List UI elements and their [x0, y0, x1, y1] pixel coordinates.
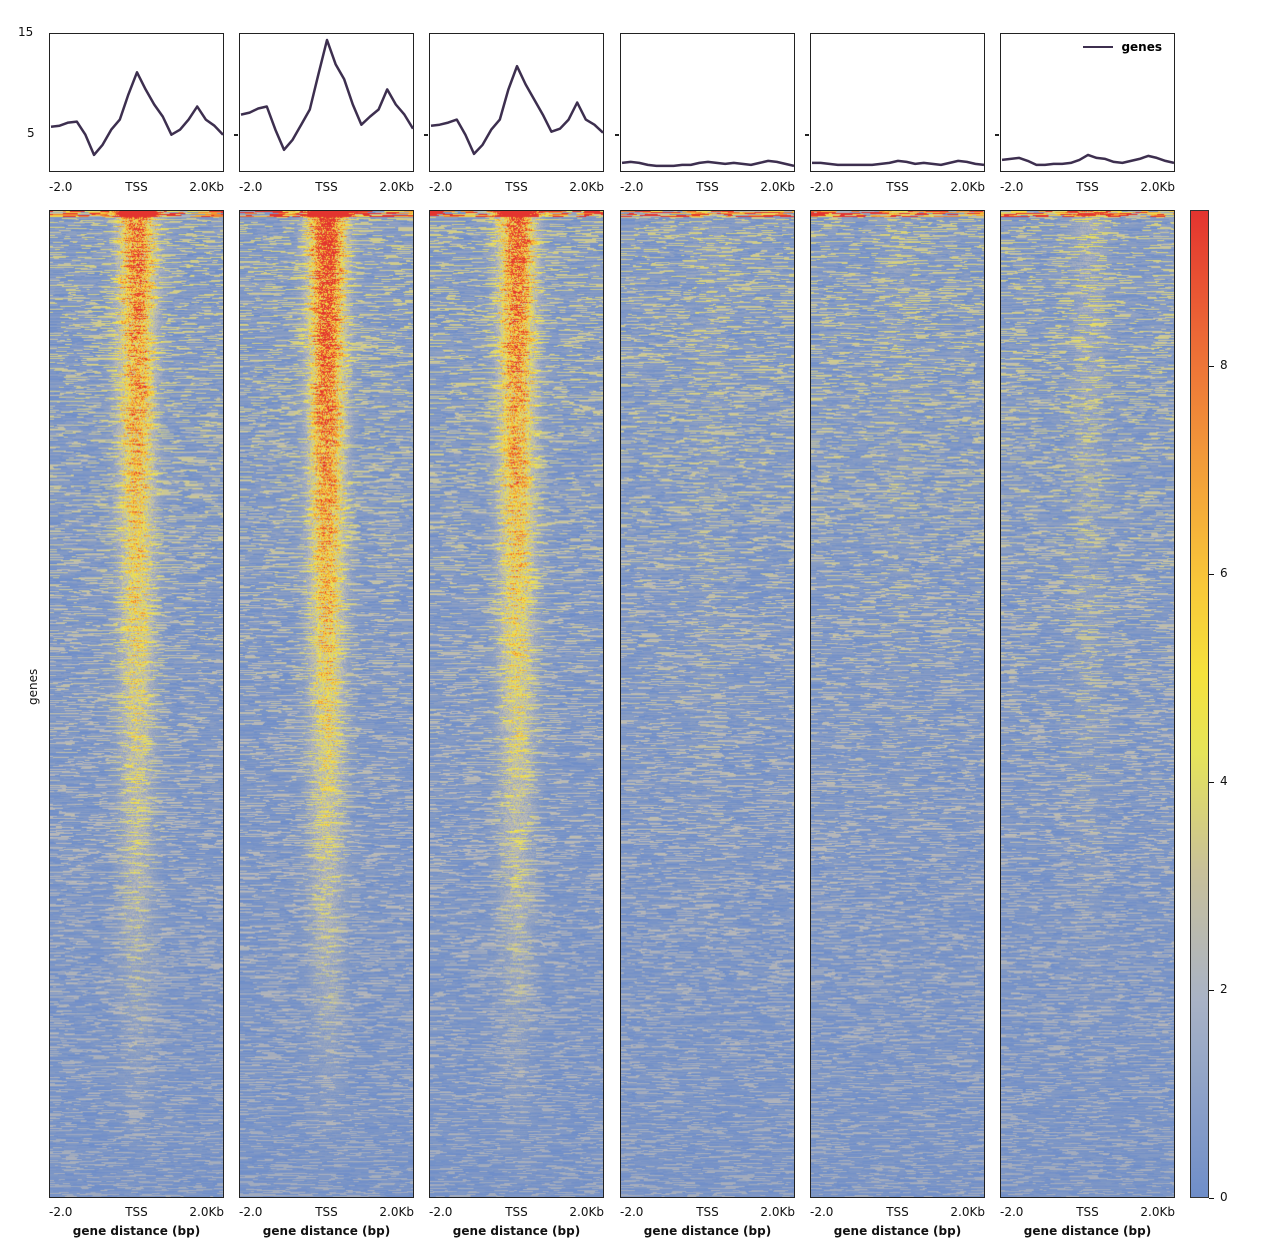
- heatmap-xlabel: gene distance (bp): [262, 1224, 391, 1238]
- legend-label: genes: [1121, 40, 1162, 54]
- profile-panel-5: [810, 33, 985, 172]
- profile-xtick: -2.0: [620, 180, 644, 194]
- heatmap-panel-3: [429, 210, 604, 1198]
- profile-xtick: 2.0Kb: [189, 180, 224, 194]
- heatmap-xtick: TSS: [505, 1205, 528, 1219]
- profile-line-sample4: [621, 159, 795, 168]
- colorbar-tick-mark: [1209, 574, 1214, 575]
- heatmap-xtick: -2.0: [810, 1205, 834, 1219]
- heatmap-xlabel: gene distance (bp): [72, 1224, 201, 1238]
- heatmap-panel-1: [49, 210, 224, 1198]
- legend-line-icon: [1083, 46, 1114, 48]
- heatmap-xtick: -2.0: [49, 1205, 73, 1219]
- profile-xtick: TSS: [1076, 180, 1099, 194]
- colorbar-tick-label: 8: [1220, 358, 1228, 372]
- heatmap-panel-5: [810, 210, 985, 1198]
- heatmap-xtick: -2.0: [239, 1205, 263, 1219]
- profile-xtick: -2.0: [810, 180, 834, 194]
- heatmap-cells: [811, 211, 984, 1197]
- heatmap-xtick: 2.0Kb: [379, 1205, 414, 1219]
- profile-ytick-15: 15: [18, 25, 34, 39]
- heatmap-xtick: -2.0: [620, 1205, 644, 1219]
- profile-panel-1: [49, 33, 224, 172]
- profile-ytick-mark: [234, 134, 238, 136]
- profile-xtick: -2.0: [1000, 180, 1024, 194]
- profile-panel-6: genes: [1000, 33, 1175, 172]
- profile-xtick: 2.0Kb: [950, 180, 985, 194]
- profile-panel-3: [429, 33, 604, 172]
- heatmap-xlabel: gene distance (bp): [643, 1224, 772, 1238]
- heatmap-xtick: 2.0Kb: [760, 1205, 795, 1219]
- profile-ytick-mark: [424, 134, 428, 136]
- colorbar-tick-mark: [1209, 366, 1214, 367]
- profile-xtick: TSS: [505, 180, 528, 194]
- colorbar-tick-label: 6: [1220, 566, 1228, 580]
- heatmap-xtick: 2.0Kb: [950, 1205, 985, 1219]
- profile-panel-4: [620, 33, 795, 172]
- heatmap-xtick: 2.0Kb: [1140, 1205, 1175, 1219]
- colorbar-tick-label: 0: [1220, 1190, 1228, 1204]
- heatmap-xtick: TSS: [125, 1205, 148, 1219]
- heatmap-panel-4: [620, 210, 795, 1198]
- heatmap-xtick: TSS: [315, 1205, 338, 1219]
- profile-xtick: 2.0Kb: [1140, 180, 1175, 194]
- heatmap-xlabel: gene distance (bp): [1023, 1224, 1152, 1238]
- colorbar: [1190, 210, 1209, 1198]
- heatmap-xtick: 2.0Kb: [189, 1205, 224, 1219]
- profile-ytick-5: 5: [27, 126, 35, 140]
- profile-xtick: TSS: [886, 180, 909, 194]
- profile-line-sample5: [812, 159, 985, 167]
- profile-ytick-mark: [805, 134, 809, 136]
- heatmap-cells: [430, 211, 603, 1197]
- heatmap-panel-6: [1000, 210, 1175, 1198]
- profile-xtick: TSS: [696, 180, 719, 194]
- profile-line-sample3: [430, 64, 604, 156]
- heatmap-xtick: TSS: [886, 1205, 909, 1219]
- colorbar-tick-mark: [1209, 990, 1214, 991]
- heatmap-cells: [50, 211, 223, 1197]
- profile-xtick: 2.0Kb: [760, 180, 795, 194]
- heatmap-xtick: -2.0: [1000, 1205, 1024, 1219]
- profile-ytick-mark: [995, 134, 999, 136]
- heatmap-cells: [240, 211, 413, 1197]
- profile-line-sample1: [50, 71, 224, 157]
- heatmap-xtick: -2.0: [429, 1205, 453, 1219]
- heatmap-cells: [621, 211, 794, 1197]
- heatmap-xlabel: gene distance (bp): [833, 1224, 962, 1238]
- profile-xtick: -2.0: [49, 180, 73, 194]
- profile-xtick: 2.0Kb: [569, 180, 604, 194]
- heatmap-panel-2: [239, 210, 414, 1198]
- colorbar-tick-label: 4: [1220, 774, 1228, 788]
- legend: genes: [1083, 40, 1162, 54]
- profile-panel-2: [239, 33, 415, 172]
- profile-ytick-mark: [615, 134, 619, 136]
- profile-xtick: TSS: [315, 180, 338, 194]
- profile-line-sample2: [240, 38, 415, 152]
- profile-line-sample6: [1001, 153, 1175, 167]
- heatmap-xtick: 2.0Kb: [569, 1205, 604, 1219]
- heatmap-xlabel: gene distance (bp): [452, 1224, 581, 1238]
- heatmap-xtick: TSS: [696, 1205, 719, 1219]
- profile-xtick: TSS: [125, 180, 148, 194]
- heatmap-cells: [1001, 211, 1174, 1197]
- heatmap-xtick: TSS: [1076, 1205, 1099, 1219]
- profile-xtick: -2.0: [239, 180, 263, 194]
- colorbar-tick-mark: [1209, 1198, 1214, 1199]
- heatmap-ylabel: genes: [26, 668, 40, 705]
- colorbar-tick-mark: [1209, 782, 1214, 783]
- profile-xtick: 2.0Kb: [379, 180, 414, 194]
- profile-xtick: -2.0: [429, 180, 453, 194]
- colorbar-tick-label: 2: [1220, 982, 1228, 996]
